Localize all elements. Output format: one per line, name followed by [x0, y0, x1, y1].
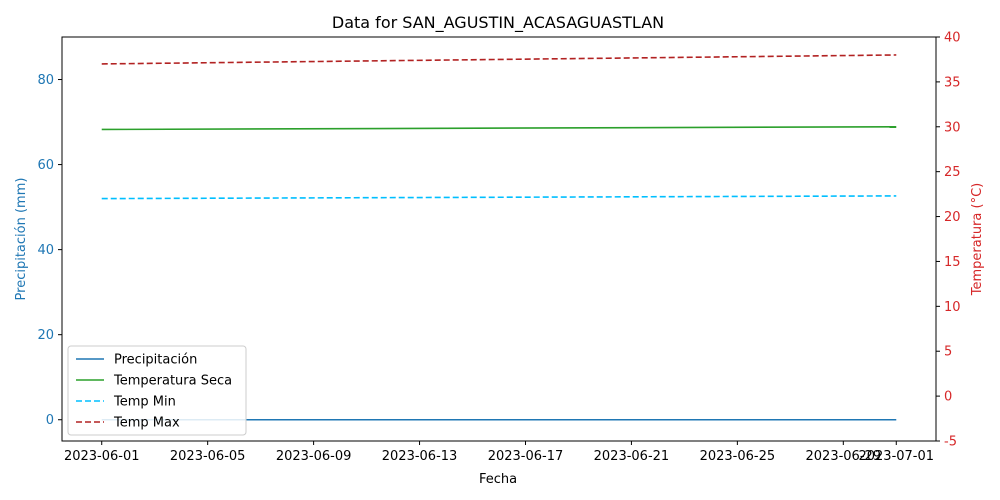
legend-label-2: Temp Min [113, 395, 176, 410]
series-line-1 [101, 125, 897, 131]
right-tick-label: 35 [944, 75, 961, 90]
plot-area [61, 36, 937, 442]
x-tick-label: 2023-07-01 [858, 449, 934, 464]
right-tick-label: -5 [944, 435, 957, 450]
left-tick-label: 0 [46, 413, 54, 428]
x-tick-label: 2023-06-25 [700, 449, 776, 464]
right-tick-label: 5 [944, 345, 952, 360]
legend-box [67, 345, 247, 436]
right-tick-label: 10 [944, 300, 961, 315]
legend-label-3: Temp Max [113, 416, 180, 431]
x-axis: 2023-06-01 2023-06-05 2023-06-09 2023-06-13… [64, 441, 934, 464]
legend: Precipitación Temperatura Seca Temp Min Tem… [67, 345, 247, 436]
x-tick-label: 2023-06-13 [382, 449, 458, 464]
x-tick-label: 2023-06-09 [276, 449, 352, 464]
right-axis: -5 0 5 10 15 20 25 30 35 40 [936, 31, 961, 450]
legend-label-0: Precipitación [114, 353, 197, 368]
right-tick-label: 30 [944, 120, 961, 135]
right-tick-label: 20 [944, 210, 961, 225]
x-tick-label: 2023-06-29 [806, 449, 882, 464]
left-tick-label: 40 [37, 243, 54, 258]
right-tick-label: 40 [944, 31, 961, 46]
left-axis: 0 20 40 60 80 [37, 73, 62, 428]
x-tick-label: 2023-06-05 [170, 449, 246, 464]
plot-frame [61, 36, 937, 442]
left-tick-label: 20 [37, 328, 54, 343]
right-tick-label: 15 [944, 255, 961, 270]
right-axis-title: Temperatura (°C) [970, 183, 985, 296]
x-tick-label: 2023-06-21 [594, 449, 670, 464]
left-axis-title: Precipitación (mm) [14, 178, 29, 301]
right-tick-label: 0 [944, 390, 952, 405]
left-tick-label: 60 [37, 158, 54, 173]
x-tick-label: 2023-06-01 [64, 449, 140, 464]
left-tick-label: 80 [37, 73, 54, 88]
series-line-3 [101, 54, 897, 65]
x-tick-label: 2023-06-17 [488, 449, 564, 464]
x-axis-title: Fecha [479, 472, 517, 487]
series-line-2 [101, 195, 897, 200]
chart-title: Data for SAN_AGUSTIN_ACASAGUASTLAN [332, 13, 664, 33]
legend-label-1: Temperatura Seca [113, 374, 232, 389]
right-tick-label: 25 [944, 165, 961, 180]
